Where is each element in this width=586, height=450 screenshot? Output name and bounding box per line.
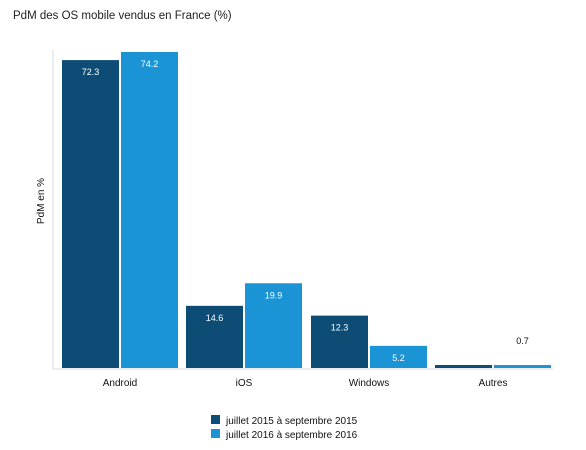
bar-autres-series-1 (435, 365, 492, 368)
legend-swatch-2015 (211, 415, 220, 424)
y-axis-label: PdM en % (36, 178, 47, 224)
bar-ios-series-1 (186, 305, 243, 368)
bar-autres-series-2 (494, 365, 551, 368)
legend-label-2016: juillet 2016 à septembre 2016 (225, 430, 358, 441)
value-label-ios-series-2: 19.9 (265, 290, 283, 300)
value-label-windows-series-2: 5.2 (392, 353, 405, 363)
x-tick-label-ios: iOS (236, 378, 253, 389)
chart-title: PdM des OS mobile vendus en France (%) (13, 10, 232, 22)
legend: juillet 2015 à septembre 2015 juillet 20… (211, 415, 358, 441)
legend-swatch-2016 (211, 429, 220, 438)
bar-android-series-1 (62, 60, 119, 368)
x-tick-label-android: Android (103, 378, 137, 389)
bar-windows-series-2 (370, 345, 427, 368)
x-tick-label-windows: Windows (349, 378, 390, 389)
value-label-ios-series-1: 14.6 (206, 313, 224, 323)
x-tick-label-autres: Autres (479, 378, 508, 389)
bar-android-series-2 (121, 52, 178, 368)
value-labels-layer: 72.3 74.2 14.6 19.9 12.3 5.2 0.7 (82, 59, 529, 363)
bars-layer (62, 52, 551, 368)
value-label-windows-series-1: 12.3 (331, 323, 349, 333)
value-label-android-series-1: 72.3 (82, 67, 100, 77)
bar-ios-series-2 (245, 283, 302, 368)
bar-windows-series-1 (311, 315, 368, 368)
value-label-autres-series-2: 0.7 (516, 336, 529, 346)
x-tick-labels-layer: Android iOS Windows Autres (103, 378, 508, 389)
legend-label-2015: juillet 2015 à septembre 2015 (225, 416, 358, 427)
value-label-android-series-2: 74.2 (141, 59, 159, 69)
